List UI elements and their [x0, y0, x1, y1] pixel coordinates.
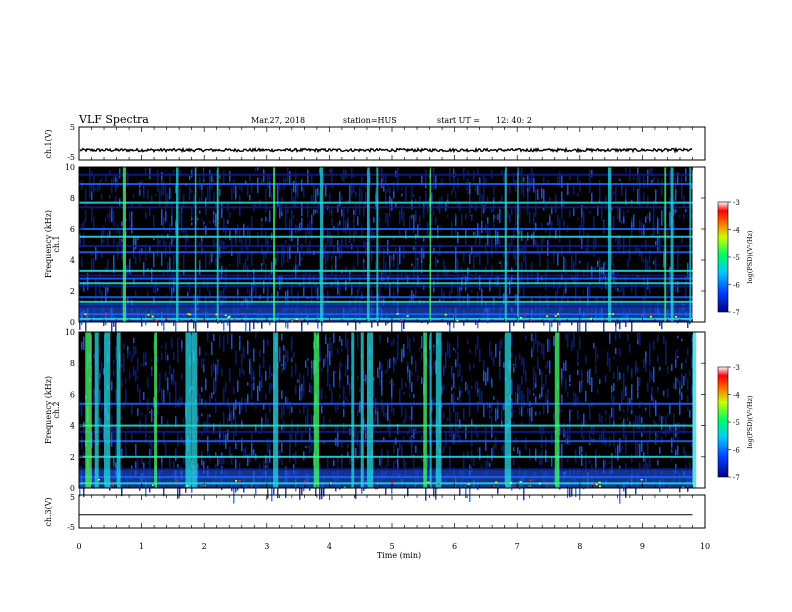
ytick-label: 6: [70, 225, 75, 234]
x-tick-label: 3: [264, 542, 269, 551]
ch1-spectrogram-panel: 0 2 4 6 8 10 ch.1 Frequency (kHz) -3 -4 -5 -6 -7 l…: [44, 163, 754, 338]
x-tick-label: 2: [202, 542, 207, 551]
x-tick-label: 10: [700, 542, 710, 551]
x-tick-label: 8: [577, 542, 582, 551]
ytick-label: 0: [70, 318, 75, 327]
ch1-frame: [78, 126, 706, 161]
x-tick-label: 1: [139, 542, 144, 551]
ytick-label: 8: [70, 194, 75, 203]
ch3-ytick-top: 5: [70, 493, 75, 502]
colorbar-tick-label: -5: [733, 419, 740, 427]
ch2-spectrogram-panel: 0 2 4 6 8 10 ch.2 Frequency (kHz) -3 -4 -5 -6 -7 l…: [44, 328, 754, 504]
ch1-colorbar: -3 -4 -5 -6 -7 log(PSD)(V²/Hz): [717, 199, 754, 317]
x-axis-label: Time (min): [377, 551, 421, 560]
ch2-spectrogram-image: [79, 332, 697, 504]
colorbar-tick-label: -4: [733, 227, 740, 235]
colorbar-tick-label: -7: [733, 309, 740, 317]
ch2-spectrogram-ylabel: Frequency (kHz): [44, 376, 53, 444]
colorbar-tick-label: -3: [733, 199, 740, 207]
colorbar-tick-label: -7: [733, 474, 740, 482]
ch1-waveform-panel: 5 -5 ch.1(V): [44, 123, 706, 162]
colorbar-tick-label: -6: [733, 447, 740, 455]
colorbar-tick-label: -5: [733, 254, 740, 262]
ch1-ytick-top: 5: [70, 123, 75, 132]
ch1-ylabel: ch.1(V): [44, 129, 53, 158]
date-label: Mar.27, 2018: [251, 116, 305, 125]
colorbar-tick-label: -4: [733, 392, 740, 400]
ch2-spectrogram-yticks: 0 2 4 6 8 10: [65, 328, 705, 493]
ch1-trace: [79, 146, 693, 154]
ytick-label: 10: [65, 163, 75, 172]
ch3-ytick-bottom: -5: [67, 523, 75, 532]
x-tick-label: 0: [76, 542, 81, 551]
ch1-spectrogram-image: [79, 167, 693, 338]
start-ut-label: start UT =: [437, 116, 480, 125]
ch2-colorbar: -3 -4 -5 -6 -7 log(PSD)(V²/Hz): [717, 364, 754, 482]
ytick-label: 8: [70, 359, 75, 368]
x-tick-label: 4: [327, 542, 332, 551]
ytick-label: 4: [70, 256, 75, 265]
ch1-spectrogram-ylabel: Frequency (kHz): [44, 210, 53, 278]
ch3-waveform-panel: 5 -5 ch.3(V): [44, 493, 706, 532]
ch1-ytick-bottom: -5: [67, 153, 75, 162]
ch3-ylabel: ch.3(V): [44, 497, 53, 526]
ch2-spectrogram-frame: [78, 331, 706, 489]
x-tick-label: 7: [515, 542, 520, 551]
start-time-label: 12: 40: 2: [496, 116, 532, 125]
colorbar-tick-label: -3: [733, 364, 740, 372]
ytick-label: 2: [70, 287, 75, 296]
x-tick-label: 9: [640, 542, 645, 551]
ch3-frame: [78, 494, 706, 529]
ch1-side-label: ch.1: [52, 235, 61, 252]
ytick-label: 2: [70, 453, 75, 462]
ytick-label: 0: [70, 484, 75, 493]
colorbar-tick-label: -6: [733, 282, 740, 290]
ytick-label: 10: [65, 328, 75, 337]
figure-title: VLF Spectra: [78, 113, 149, 126]
x-axis-ticks: 0 1 2 3 4 5 6 7 8 9 10: [76, 542, 710, 551]
x-tick-label: 6: [452, 542, 457, 551]
colorbar-label: log(PSD)(V²/Hz): [746, 395, 754, 448]
colorbar-label: log(PSD)(V²/Hz): [746, 230, 754, 283]
ytick-label: 4: [70, 422, 75, 431]
ch2-side-label: ch.2: [52, 401, 61, 418]
ch1-spectrogram-yticks: 0 2 4 6 8 10: [65, 163, 705, 327]
x-tick-label: 5: [389, 542, 394, 551]
ytick-label: 6: [70, 390, 75, 399]
ch1-spectrogram-frame: [78, 166, 706, 323]
station-label: station=HUS: [343, 116, 397, 125]
